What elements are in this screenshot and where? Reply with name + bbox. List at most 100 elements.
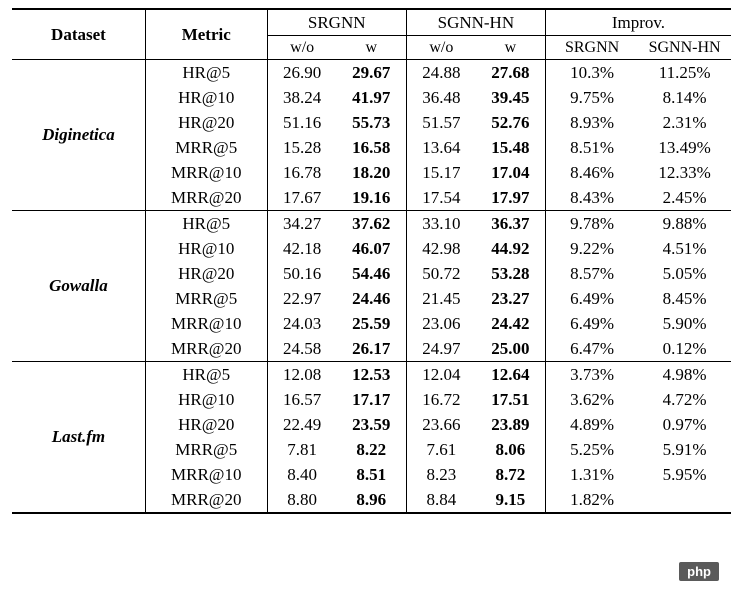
metric-cell: MRR@20 [145,487,267,513]
improv-srgnn-cell: 8.57% [545,261,638,286]
srgnn-wo-cell: 24.58 [267,336,337,362]
improv-sgnn-cell: 5.05% [638,261,731,286]
sgnn-w-cell: 53.28 [476,261,546,286]
srgnn-w-cell: 23.59 [337,412,407,437]
metric-cell: HR@5 [145,362,267,388]
improv-srgnn-cell: 5.25% [545,437,638,462]
srgnn-wo-cell: 16.78 [267,160,337,185]
sgnn-w-cell: 27.68 [476,60,546,86]
improv-sgnn-cell: 4.72% [638,387,731,412]
sgnn-wo-cell: 8.84 [406,487,476,513]
srgnn-w-cell: 37.62 [337,211,407,237]
results-table: Dataset Metric SRGNN SGNN-HN Improv. w/o… [12,8,731,514]
metric-cell: MRR@20 [145,336,267,362]
metric-cell: HR@10 [145,387,267,412]
metric-cell: HR@20 [145,261,267,286]
srgnn-w-cell: 8.96 [337,487,407,513]
sgnn-wo-cell: 24.88 [406,60,476,86]
srgnn-w-cell: 54.46 [337,261,407,286]
sgnn-w-cell: 36.37 [476,211,546,237]
sgnn-wo-cell: 15.17 [406,160,476,185]
improv-srgnn-cell: 8.93% [545,110,638,135]
srgnn-wo-cell: 22.97 [267,286,337,311]
sgnn-wo-cell: 13.64 [406,135,476,160]
srgnn-wo-cell: 8.40 [267,462,337,487]
header-srgnn-w: w [337,36,407,60]
sgnn-wo-cell: 23.06 [406,311,476,336]
srgnn-w-cell: 16.58 [337,135,407,160]
table-body: DigineticaHR@526.9029.6724.8827.6810.3%1… [12,60,731,514]
improv-sgnn-cell: 5.95% [638,462,731,487]
srgnn-wo-cell: 24.03 [267,311,337,336]
header-srgnn-wo: w/o [267,36,337,60]
improv-sgnn-cell: 8.45% [638,286,731,311]
metric-cell: MRR@5 [145,135,267,160]
sgnn-w-cell: 44.92 [476,236,546,261]
improv-srgnn-cell: 6.47% [545,336,638,362]
srgnn-wo-cell: 34.27 [267,211,337,237]
improv-sgnn-cell: 4.51% [638,236,731,261]
srgnn-w-cell: 17.17 [337,387,407,412]
improv-sgnn-cell: 8.14% [638,85,731,110]
sgnn-w-cell: 17.97 [476,185,546,211]
srgnn-wo-cell: 7.81 [267,437,337,462]
sgnn-w-cell: 8.06 [476,437,546,462]
srgnn-w-cell: 24.46 [337,286,407,311]
sgnn-wo-cell: 36.48 [406,85,476,110]
sgnn-w-cell: 15.48 [476,135,546,160]
improv-sgnn-cell: 4.98% [638,362,731,388]
srgnn-wo-cell: 22.49 [267,412,337,437]
srgnn-wo-cell: 15.28 [267,135,337,160]
sgnn-wo-cell: 7.61 [406,437,476,462]
sgnn-w-cell: 17.04 [476,160,546,185]
srgnn-w-cell: 41.97 [337,85,407,110]
metric-cell: MRR@10 [145,160,267,185]
metric-cell: HR@10 [145,85,267,110]
sgnn-wo-cell: 23.66 [406,412,476,437]
sgnn-wo-cell: 16.72 [406,387,476,412]
dataset-name: Last.fm [12,362,145,514]
improv-srgnn-cell: 6.49% [545,286,638,311]
improv-sgnn-cell: 0.12% [638,336,731,362]
improv-srgnn-cell: 3.73% [545,362,638,388]
improv-sgnn-cell: 13.49% [638,135,731,160]
metric-cell: MRR@5 [145,437,267,462]
srgnn-w-cell: 26.17 [337,336,407,362]
improv-sgnn-cell: 5.90% [638,311,731,336]
sgnn-wo-cell: 12.04 [406,362,476,388]
improv-sgnn-cell: 2.31% [638,110,731,135]
improv-sgnn-cell [638,487,731,513]
metric-cell: MRR@10 [145,311,267,336]
metric-cell: MRR@5 [145,286,267,311]
table-row: Last.fmHR@512.0812.5312.0412.643.73%4.98… [12,362,731,388]
header-dataset: Dataset [12,9,145,60]
metric-cell: MRR@10 [145,462,267,487]
improv-srgnn-cell: 3.62% [545,387,638,412]
sgnn-w-cell: 39.45 [476,85,546,110]
srgnn-w-cell: 8.51 [337,462,407,487]
table-row: GowallaHR@534.2737.6233.1036.379.78%9.88… [12,211,731,237]
header-metric: Metric [145,9,267,60]
improv-sgnn-cell: 2.45% [638,185,731,211]
header-sgnnhn: SGNN-HN [406,9,545,36]
srgnn-w-cell: 25.59 [337,311,407,336]
sgnn-w-cell: 9.15 [476,487,546,513]
table-row: DigineticaHR@526.9029.6724.8827.6810.3%1… [12,60,731,86]
sgnn-wo-cell: 8.23 [406,462,476,487]
header-srgnn: SRGNN [267,9,406,36]
improv-srgnn-cell: 9.22% [545,236,638,261]
header-improv-srgnn: SRGNN [545,36,638,60]
sgnn-wo-cell: 33.10 [406,211,476,237]
srgnn-w-cell: 18.20 [337,160,407,185]
header-sgnn-w: w [476,36,546,60]
srgnn-wo-cell: 17.67 [267,185,337,211]
improv-srgnn-cell: 6.49% [545,311,638,336]
header-improv-sgnn: SGNN-HN [638,36,731,60]
improv-sgnn-cell: 0.97% [638,412,731,437]
improv-sgnn-cell: 5.91% [638,437,731,462]
header-sgnn-wo: w/o [406,36,476,60]
srgnn-wo-cell: 12.08 [267,362,337,388]
sgnn-w-cell: 17.51 [476,387,546,412]
improv-sgnn-cell: 11.25% [638,60,731,86]
improv-srgnn-cell: 8.51% [545,135,638,160]
